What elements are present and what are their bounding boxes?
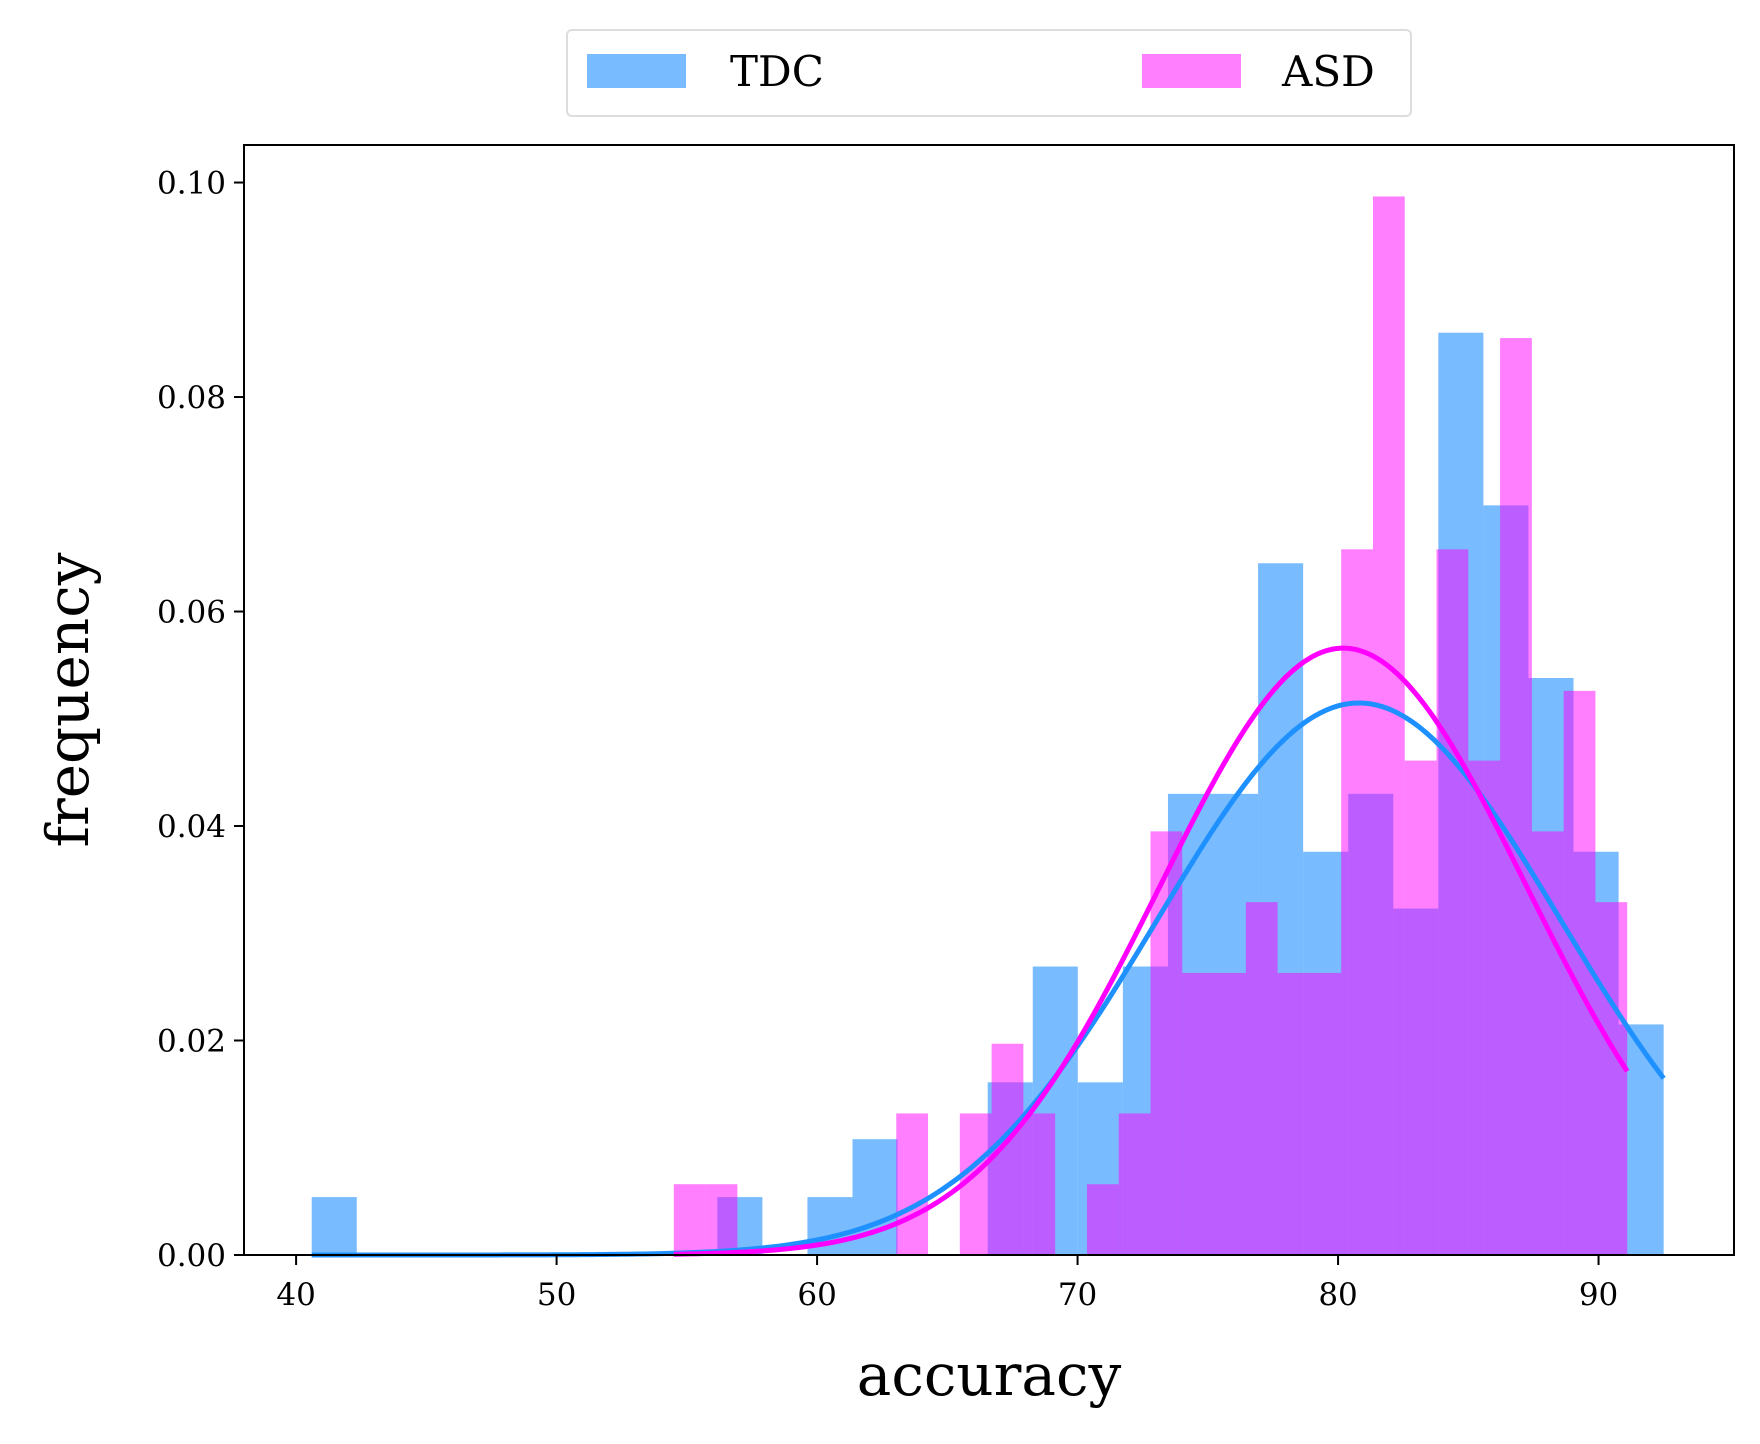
x-tick-label-80: 80 <box>1318 1277 1357 1313</box>
bar-asd-14 <box>1118 1113 1151 1255</box>
bar-asd-29 <box>1595 902 1628 1255</box>
x-tick-label-40: 40 <box>276 1277 315 1313</box>
bar-asd-23 <box>1404 760 1437 1255</box>
x-axis-ticks: 40 50 60 70 80 90 <box>276 1255 1618 1313</box>
y-axis-label: frequency <box>34 552 102 847</box>
bar-asd-21 <box>1341 549 1373 1255</box>
bar-asd-20 <box>1309 972 1342 1255</box>
bar-asd-10 <box>991 1043 1024 1255</box>
x-axis-label: accuracy <box>857 1341 1122 1409</box>
y-tick-label-1: 0.02 <box>157 1024 226 1060</box>
y-axis-ticks: 0.00 0.02 0.04 0.06 0.08 0.10 <box>157 166 244 1274</box>
histogram-bars <box>311 196 1664 1256</box>
y-tick-label-2: 0.04 <box>157 809 226 845</box>
bar-asd-25 <box>1468 760 1501 1255</box>
x-tick-label-50: 50 <box>537 1277 576 1313</box>
y-tick-label-3: 0.06 <box>157 595 226 631</box>
legend-frame <box>566 29 1412 117</box>
x-tick-label-90: 90 <box>1579 1277 1618 1313</box>
bar-asd-13 <box>1086 1184 1119 1255</box>
x-tick-label-60: 60 <box>797 1277 836 1313</box>
bar-asd-18 <box>1245 902 1278 1255</box>
bar-asd-16 <box>1182 972 1215 1255</box>
bar-asd-19 <box>1277 972 1310 1255</box>
bar-asd-1 <box>705 1184 738 1255</box>
bar-asd-7 <box>896 1113 929 1255</box>
y-tick-label-4: 0.08 <box>157 380 226 416</box>
y-tick-label-0: 0.00 <box>157 1238 226 1274</box>
plot-frame <box>243 144 1735 1256</box>
legend-label-tdc: TDC <box>730 47 824 96</box>
legend-swatch-tdc <box>587 54 686 88</box>
legend-label-asd: ASD <box>1281 47 1375 96</box>
bar-asd-0 <box>673 1184 706 1255</box>
y-tick-label-5: 0.10 <box>157 166 226 202</box>
bar-asd-22 <box>1372 196 1405 1256</box>
bar-asd-11 <box>1023 1113 1056 1255</box>
fit-curve-asd <box>673 645 1630 1257</box>
legend-swatch-asd <box>1142 54 1241 88</box>
x-tick-label-70: 70 <box>1058 1277 1097 1313</box>
bar-tdc-0 <box>311 1197 357 1255</box>
legend: TDC ASD <box>566 29 1412 117</box>
bar-asd-26 <box>1500 338 1532 1255</box>
bar-asd-17 <box>1214 972 1246 1255</box>
bar-asd-24 <box>1436 549 1469 1255</box>
